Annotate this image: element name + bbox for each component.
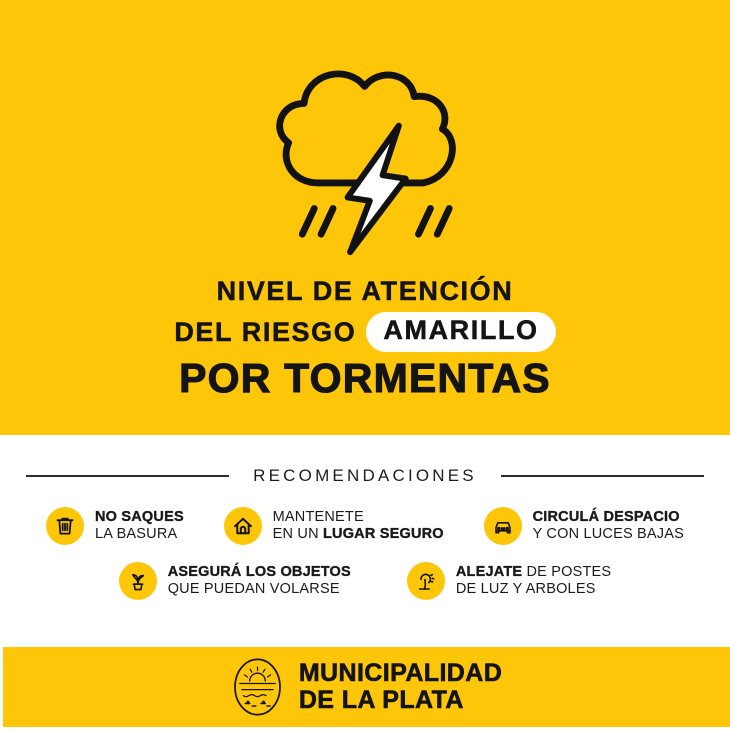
alert-hero-section: NIVEL DE ATENCIÓN DEL RIESGO AMARILLO PO…	[0, 0, 730, 435]
alert-title-line2-prefix: DEL RIESGO	[174, 316, 357, 347]
recommendation-item-tree: ALEJATE DE POSTES DE LUZ Y ARBOLES	[406, 562, 612, 600]
recommendations-row-1: NO SAQUES LA BASURA MANTENETE EN UN LUGA…	[0, 507, 730, 545]
header-rule-right	[500, 475, 704, 477]
rain-slash	[414, 205, 434, 238]
recommendation-text: CIRCULÁ DESPACIO Y CON LUCES BAJAS	[532, 509, 684, 542]
la-plata-seal	[233, 658, 281, 716]
recommendations-section: RECOMENDACIONES NO SAQUES LA BASURA	[0, 435, 730, 647]
alert-title-line1: NIVEL DE ATENCIÓN	[216, 276, 514, 307]
recommendation-item-plant: ASEGURÁ LOS OBJETOS QUE PUEDAN VOLARSE	[118, 562, 351, 600]
potted-plant-icon	[118, 562, 157, 600]
rain-slash	[298, 205, 318, 238]
recommendation-item-trash: NO SAQUES LA BASURA	[46, 507, 184, 545]
car-icon	[483, 507, 522, 545]
recommendations-row-2: ASEGURÁ LOS OBJETOS QUE PUEDAN VOLARSE A…	[0, 562, 730, 600]
org-name-line2: DE LA PLATA	[298, 686, 464, 714]
recommendation-text: MANTENETE EN UN LUGAR SEGURO	[272, 509, 444, 542]
header-rule-left	[26, 475, 230, 477]
trash-icon	[46, 507, 84, 545]
recommendation-text: NO SAQUES LA BASURA	[95, 509, 184, 542]
recommendation-item-car: CIRCULÁ DESPACIO Y CON LUCES BAJAS	[483, 507, 684, 545]
storm-cloud-lightning-icon	[275, 70, 456, 256]
org-name: MUNICIPALIDAD DE LA PLATA	[298, 658, 503, 715]
rain-slash	[433, 205, 453, 238]
recommendation-item-house: MANTENETE EN UN LUGAR SEGURO	[223, 507, 444, 545]
recommendation-text: ASEGURÁ LOS OBJETOS QUE PUEDAN VOLARSE	[167, 564, 351, 597]
recommendation-text: ALEJATE DE POSTES DE LUZ Y ARBOLES	[455, 564, 612, 597]
cloud-outline	[275, 70, 456, 187]
recommendations-heading: RECOMENDACIONES	[253, 466, 477, 485]
alert-title-line3: POR TORMENTAS	[179, 354, 551, 401]
tree-wind-icon	[406, 562, 445, 600]
house-icon	[223, 507, 262, 545]
lightning-bolt	[344, 122, 409, 256]
alert-level-badge: AMARILLO	[366, 312, 556, 352]
org-name-line1: MUNICIPALIDAD	[298, 658, 503, 687]
alert-title-line2: DEL RIESGO AMARILLO	[0, 312, 730, 352]
recommendations-header: RECOMENDACIONES	[26, 435, 704, 486]
rain-slash	[317, 205, 336, 238]
footer-brand-bar: MUNICIPALIDAD DE LA PLATA	[3, 647, 730, 727]
